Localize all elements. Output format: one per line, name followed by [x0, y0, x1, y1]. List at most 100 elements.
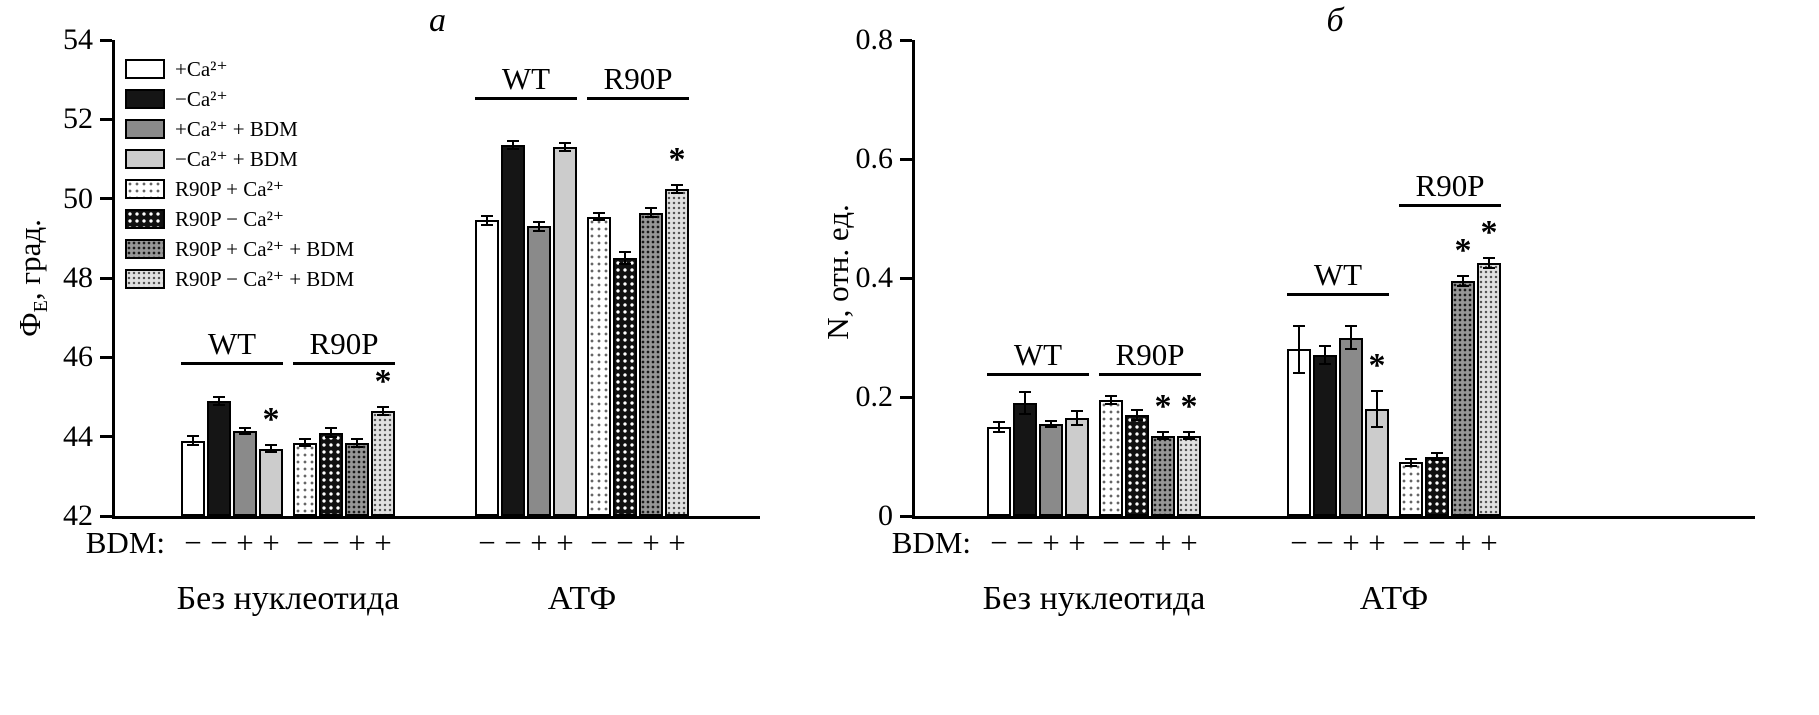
subgroup-label: R90P [293, 325, 395, 366]
group-label: Без нуклеотида [176, 580, 400, 617]
error-bar [1324, 346, 1326, 365]
bar [1313, 355, 1337, 516]
bdm-sign: − [322, 525, 340, 560]
bar [1339, 337, 1363, 516]
error-bar-cap [993, 430, 1005, 433]
y-tick-label: 50 [63, 181, 93, 215]
bdm-axis-label: BDM: [891, 525, 971, 560]
bar [1099, 399, 1123, 516]
bar [665, 188, 689, 516]
legend-label: R90P + Ca²⁺ [175, 176, 284, 201]
bdm-sign: − [478, 525, 496, 560]
y-axis-label-a-main: Ф [12, 312, 47, 337]
subgroup-label: WT [181, 325, 283, 366]
error-bar-cap [1345, 324, 1357, 327]
error-bar [1350, 325, 1352, 350]
bar [345, 442, 369, 516]
y-axis [912, 40, 915, 519]
error-bar-cap [1183, 438, 1195, 441]
bar [475, 220, 499, 516]
group-label: Без нуклеотида [982, 580, 1206, 617]
group-label: АТФ [1359, 580, 1429, 617]
legend-item: −Ca²⁺ [125, 84, 385, 114]
error-bar [486, 215, 488, 226]
bdm-sign: − [590, 525, 608, 560]
error-bar-cap [265, 450, 277, 453]
error-bar-cap [1071, 423, 1083, 426]
error-bar [1136, 410, 1138, 420]
error-bar-cap [299, 438, 311, 441]
panel-a-title: a [429, 2, 446, 39]
error-bar-cap [1105, 394, 1117, 397]
x-axis [912, 516, 1755, 519]
bdm-axis-label: BDM: [85, 525, 165, 560]
bdm-sign: − [1016, 525, 1034, 560]
legend-swatch-white [125, 59, 165, 79]
bdm-sign: − [1316, 525, 1334, 560]
legend-label: +Ca²⁺ + BDM [175, 116, 298, 141]
error-bar-cap [1293, 324, 1305, 327]
y-tick [100, 197, 112, 201]
error-bar-cap [351, 437, 363, 440]
bdm-sign: + [1454, 525, 1472, 560]
significance-star: * [668, 140, 686, 178]
bdm-sign: + [348, 525, 366, 560]
error-bar-cap [1071, 409, 1083, 412]
error-bar [1024, 392, 1026, 414]
y-tick-label: 0.6 [855, 142, 894, 175]
legend-swatch-darkgray [125, 119, 165, 139]
y-tick-label: 0 [878, 499, 893, 532]
bdm-sign: − [1402, 525, 1420, 560]
bdm-sign: + [1180, 525, 1198, 560]
y-tick [900, 157, 912, 161]
bar [1065, 417, 1089, 516]
bar [613, 258, 637, 516]
error-bar [356, 438, 358, 447]
bar [1177, 435, 1201, 516]
bar [1451, 280, 1475, 516]
subgroup-label: WT [475, 60, 577, 100]
y-tick-label: 52 [63, 102, 93, 136]
y-tick [100, 117, 112, 121]
y-tick [100, 514, 112, 518]
error-bar-cap [507, 140, 519, 143]
y-axis-label-b-main: N [820, 317, 855, 340]
error-bar-cap [213, 396, 225, 398]
legend-swatch-dot-white [125, 179, 165, 199]
error-bar-cap [377, 405, 389, 408]
error-bar-cap [593, 211, 605, 214]
error-bar [676, 184, 678, 193]
bdm-sign: + [262, 525, 280, 560]
significance-star: * [1154, 388, 1172, 426]
error-bar-cap [593, 219, 605, 222]
error-bar [512, 141, 514, 150]
error-bar-cap [1483, 257, 1495, 260]
error-bar-cap [619, 263, 631, 266]
error-bar-cap [1431, 451, 1443, 454]
error-bar [1050, 420, 1052, 427]
bdm-sign: + [642, 525, 660, 560]
error-bar-cap [1019, 412, 1031, 415]
y-tick-label: 0.2 [855, 380, 894, 413]
error-bar-cap [1431, 459, 1443, 462]
legend-item: +Ca²⁺ + BDM [125, 114, 385, 144]
bar [371, 410, 395, 516]
bar [233, 430, 257, 516]
error-bar [330, 427, 332, 438]
error-bar [1162, 432, 1164, 440]
bdm-sign: − [1102, 525, 1120, 560]
bar [1399, 462, 1423, 516]
legend-swatch-lightgray [125, 149, 165, 169]
legend-label: R90P − Ca²⁺ [175, 206, 284, 231]
error-bar [1462, 276, 1464, 286]
error-bar-cap [481, 224, 493, 227]
error-bar [1376, 391, 1378, 427]
x-axis [112, 516, 760, 519]
bar [553, 147, 577, 516]
error-bar [192, 435, 194, 446]
bar [293, 442, 317, 516]
legend-item: R90P + Ca²⁺ [125, 174, 385, 204]
y-axis-label-a-sub: E [30, 300, 52, 313]
legend-item: R90P + Ca²⁺ + BDM [125, 234, 385, 264]
